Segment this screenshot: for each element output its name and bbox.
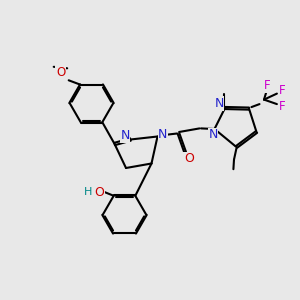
Text: O: O [56, 66, 65, 79]
Text: N: N [214, 97, 224, 110]
Text: O: O [184, 152, 194, 165]
Text: F: F [279, 100, 285, 113]
Text: N: N [120, 129, 130, 142]
Text: F: F [264, 79, 270, 92]
Text: O: O [95, 186, 104, 199]
Text: H: H [83, 187, 92, 197]
Text: F: F [279, 84, 285, 97]
Text: N: N [158, 128, 168, 141]
Text: N: N [208, 128, 218, 142]
